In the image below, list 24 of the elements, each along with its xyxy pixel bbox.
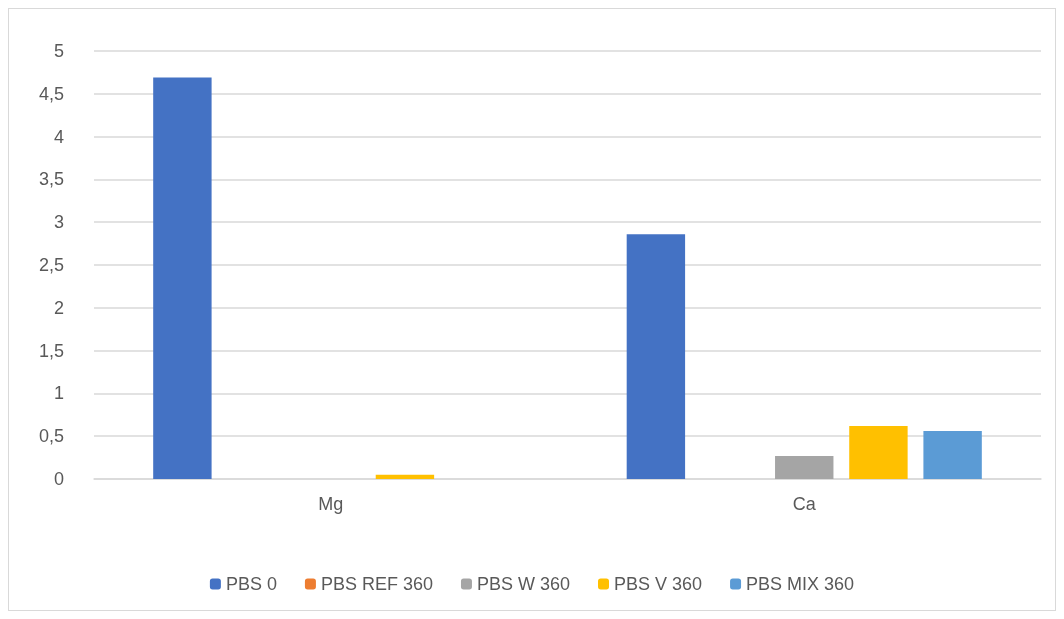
- bar: [626, 234, 686, 479]
- y-tick-label: 4,5: [38, 83, 64, 104]
- legend-label: PBS REF 360: [320, 574, 433, 594]
- bar: [775, 455, 834, 479]
- y-tick-label: 1,5: [38, 340, 64, 361]
- bar: [153, 77, 212, 479]
- y-tick-label: 1: [53, 383, 64, 404]
- bar: [849, 425, 908, 479]
- y-tick-label: 3,5: [38, 169, 64, 190]
- y-tick-label: 5: [53, 41, 64, 61]
- y-tick-label: 2,5: [38, 255, 64, 275]
- legend-label: PBS MIX 360: [746, 574, 855, 594]
- legend-label: PBS W 360: [476, 574, 571, 594]
- y-tick-label: 4: [53, 126, 64, 147]
- x-tick-label: Ca: [792, 494, 817, 514]
- legend-label: PBS V 360: [614, 574, 703, 594]
- y-tick-label: 0: [53, 469, 64, 489]
- bar: [923, 431, 982, 479]
- y-tick-label: 0,5: [38, 426, 64, 447]
- x-tick-label: Mg: [318, 494, 344, 514]
- y-tick-label: 2: [53, 297, 64, 318]
- y-tick-label: 3: [53, 212, 64, 233]
- bar: [375, 474, 435, 479]
- legend-label: PBS 0: [225, 574, 277, 594]
